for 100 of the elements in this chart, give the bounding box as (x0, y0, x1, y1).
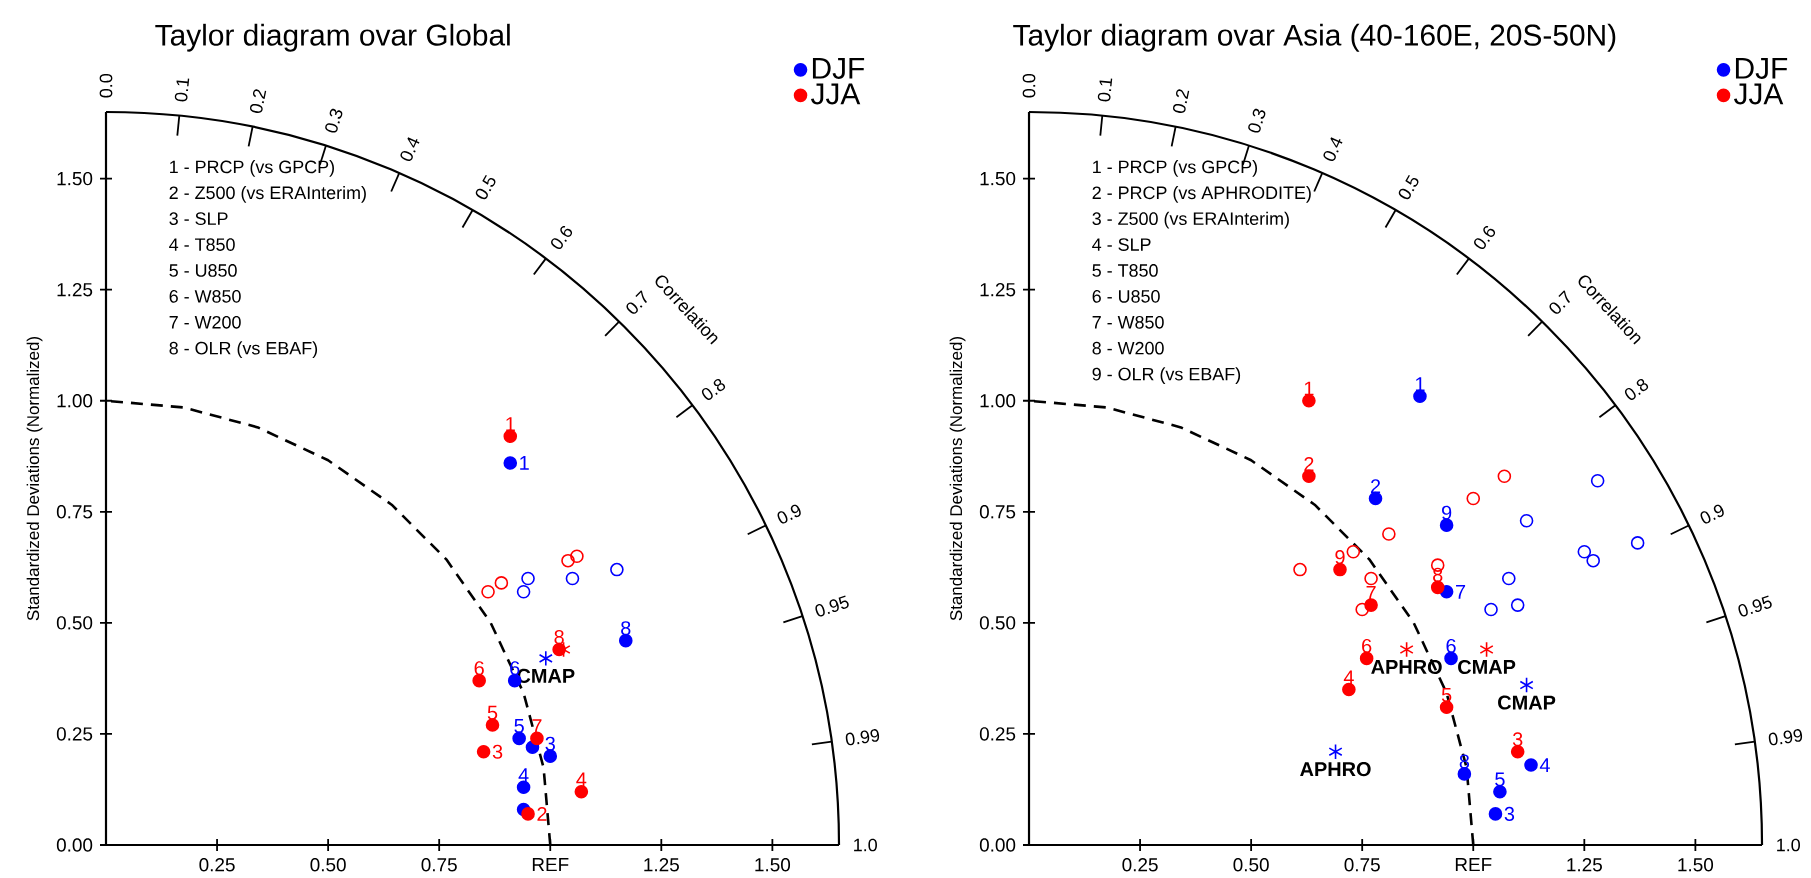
point (1519, 513, 1534, 528)
point (610, 562, 624, 577)
annotation: 1 (520, 456, 529, 470)
x-tick-label: 0.25 (199, 858, 235, 872)
x-tick-label: REF (532, 858, 569, 872)
annotation: 7 (1456, 584, 1466, 599)
point (1519, 677, 1534, 694)
annotation: 3 (1512, 732, 1523, 747)
point (1630, 536, 1645, 550)
point (503, 456, 518, 470)
annotation: 1 - PRCP (vs GPCP) (1093, 160, 1258, 177)
text: 0.99 (1768, 729, 1803, 746)
point (1346, 545, 1361, 559)
point (618, 633, 633, 648)
annotation: 9 (1442, 505, 1452, 520)
point (503, 429, 518, 444)
legend-label: JJA (810, 83, 861, 105)
point (1510, 598, 1525, 612)
point (1502, 571, 1516, 586)
point (543, 749, 558, 763)
annotation: 0.3 (325, 108, 343, 133)
annotation: 4 - SLP (1092, 238, 1151, 251)
annotation: 4 - T850 (169, 238, 235, 251)
point (1328, 743, 1343, 760)
x-tick-label: REF (1455, 858, 1492, 872)
annotation: 4 (576, 772, 587, 787)
text: 0.1 (1097, 78, 1113, 102)
annotation: APHRO (1300, 762, 1371, 777)
y-tick-label: 0.25 (979, 727, 1016, 741)
point (1302, 469, 1316, 484)
annotation: 0.5 (1398, 174, 1419, 200)
y-tick-label: 1.00 (57, 394, 93, 408)
y-tick-label: 0.50 (56, 616, 93, 630)
x-tick-label: 0.25 (1122, 858, 1158, 872)
annotation: 3 - SLP (169, 212, 228, 226)
annotation: 5 - U850 (169, 264, 237, 277)
y-tick-label: 0.50 (979, 616, 1016, 630)
point (521, 807, 535, 821)
point (1586, 553, 1600, 568)
text: 0.1 (174, 78, 190, 102)
text: 0.0 (1022, 74, 1036, 98)
annotation: 0.2 (250, 89, 267, 113)
text: 0.99 (845, 729, 880, 746)
x-tick-label: 1.50 (755, 858, 791, 872)
annotation: 9 (1335, 550, 1345, 565)
annotation: APHRO (1371, 659, 1442, 675)
annotation: 0.95 (815, 595, 849, 617)
annotation: 2 (537, 806, 547, 821)
y-tick-label: 1.50 (980, 171, 1016, 186)
x-tick-label: 0.75 (1344, 858, 1380, 872)
annotation: 0.7 (626, 290, 647, 314)
annotation: 2 - PRCP (vs APHRODITE) (1092, 185, 1311, 203)
y-tick-label: 1.25 (57, 282, 93, 297)
y-tick-label: 0.00 (56, 838, 93, 852)
point (1333, 562, 1347, 577)
point (1444, 651, 1458, 666)
annotation: 0.6 (551, 226, 573, 250)
x-tick-label: 0.50 (310, 858, 346, 872)
point (476, 744, 491, 759)
y-axis-title: Standardized Deviations (Normalized) (949, 337, 966, 621)
annotation: 5 (1495, 772, 1505, 787)
annotation: 7 - W850 (1092, 315, 1164, 329)
point (472, 673, 486, 688)
point (1577, 545, 1592, 559)
point (1382, 527, 1396, 541)
y-tick-label: 1.50 (57, 171, 93, 186)
annotation: 0.4 (400, 137, 420, 161)
point (516, 780, 531, 795)
point (1413, 389, 1427, 404)
annotation: 8 - OLR (vs EBAF) (169, 341, 318, 359)
annotation: 0.6 (1474, 226, 1496, 250)
x-tick-label: 1.50 (1678, 858, 1714, 872)
annotation: 6 - U850 (1092, 290, 1160, 303)
point (1488, 807, 1503, 821)
annotation: 7 - W200 (169, 315, 241, 329)
annotation: 0.95 (1738, 595, 1772, 617)
annotation: 5 - T850 (1092, 264, 1158, 277)
point (530, 731, 544, 746)
annotation: 9 - OLR (vs EBAF) (1092, 367, 1241, 384)
annotation: 0.4 (1323, 137, 1343, 161)
point (1355, 602, 1369, 617)
annotation: 0.5 (475, 174, 496, 200)
y-axis-title: Standardized Deviations (Normalized) (26, 337, 43, 621)
point (574, 784, 589, 799)
point (1484, 602, 1498, 617)
annotation: 8 - W200 (1092, 341, 1164, 355)
point (521, 571, 535, 586)
legend-label: DJF (812, 58, 865, 79)
point (1364, 571, 1378, 586)
point (1497, 469, 1512, 484)
point (1457, 767, 1472, 781)
annotation: 2 - Z500 (vs ERAInterim) (169, 185, 366, 203)
annotation: 4 (1539, 758, 1550, 772)
annotation: 0.9 (1700, 504, 1724, 524)
point (1479, 641, 1494, 658)
text: 1.0 (1777, 838, 1800, 852)
annotation: 0.8 (701, 378, 726, 400)
annotation: 0.8 (1624, 378, 1649, 400)
point (1399, 641, 1414, 658)
y-tick-label: 1.25 (980, 282, 1016, 297)
